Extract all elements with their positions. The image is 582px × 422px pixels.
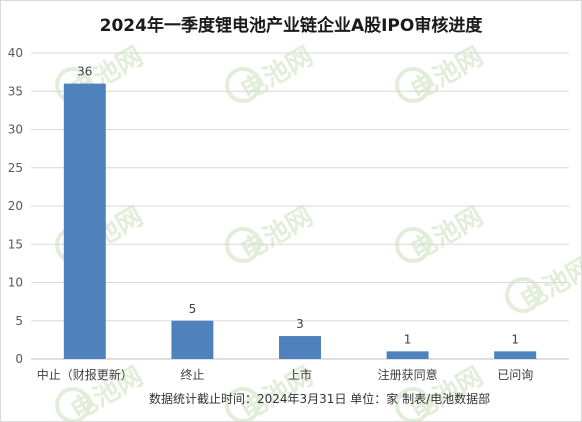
y-tick-label: 0 [15, 352, 23, 366]
data-label: 36 [77, 65, 92, 79]
x-tick-label: 已问询 [497, 368, 533, 382]
x-tick-label: 中止（财报更新） [37, 367, 133, 382]
data-label: 3 [296, 317, 304, 331]
watermark-logo [225, 227, 261, 263]
y-tick-label: 25 [8, 161, 23, 175]
y-tick-label: 20 [8, 199, 23, 213]
chart-title: 2024年一季度锂电池产业链企业A股IPO审核进度 [99, 16, 483, 36]
watermark-text: 电池网 [236, 42, 319, 107]
watermark-text: 电池网 [406, 202, 489, 267]
x-tick-label: 终止 [180, 367, 204, 382]
x-tick-label: 上市 [288, 367, 312, 382]
y-tick-label: 15 [8, 237, 23, 251]
watermark-logo [225, 387, 261, 421]
watermark-logo [395, 387, 431, 421]
watermark-logo [505, 277, 541, 313]
bar [171, 320, 214, 359]
watermark-text: 电池网 [236, 202, 319, 267]
data-label: 5 [189, 302, 197, 316]
y-tick-label: 40 [8, 46, 23, 60]
bar [494, 351, 537, 359]
watermark-logo [225, 67, 261, 103]
y-tick-label: 10 [8, 276, 23, 290]
data-label: 1 [511, 332, 519, 346]
watermark-logo [395, 227, 431, 263]
y-tick-label: 5 [15, 314, 23, 328]
source-note: 数据统计截止时间：2024年3月31日 单位：家 制表/电池数据部 [149, 392, 491, 406]
bar [63, 83, 106, 359]
bar [279, 336, 321, 359]
y-tick-label: 30 [8, 123, 23, 137]
watermark-text: 电池网 [406, 42, 489, 107]
bar [386, 351, 429, 359]
y-tick-label: 35 [8, 84, 23, 98]
x-tick-label: 注册获同意 [378, 367, 438, 382]
watermark-logo [395, 67, 431, 103]
data-label: 1 [404, 332, 412, 346]
watermark-logo [55, 387, 91, 421]
watermark-text: 电池网 [516, 252, 581, 317]
